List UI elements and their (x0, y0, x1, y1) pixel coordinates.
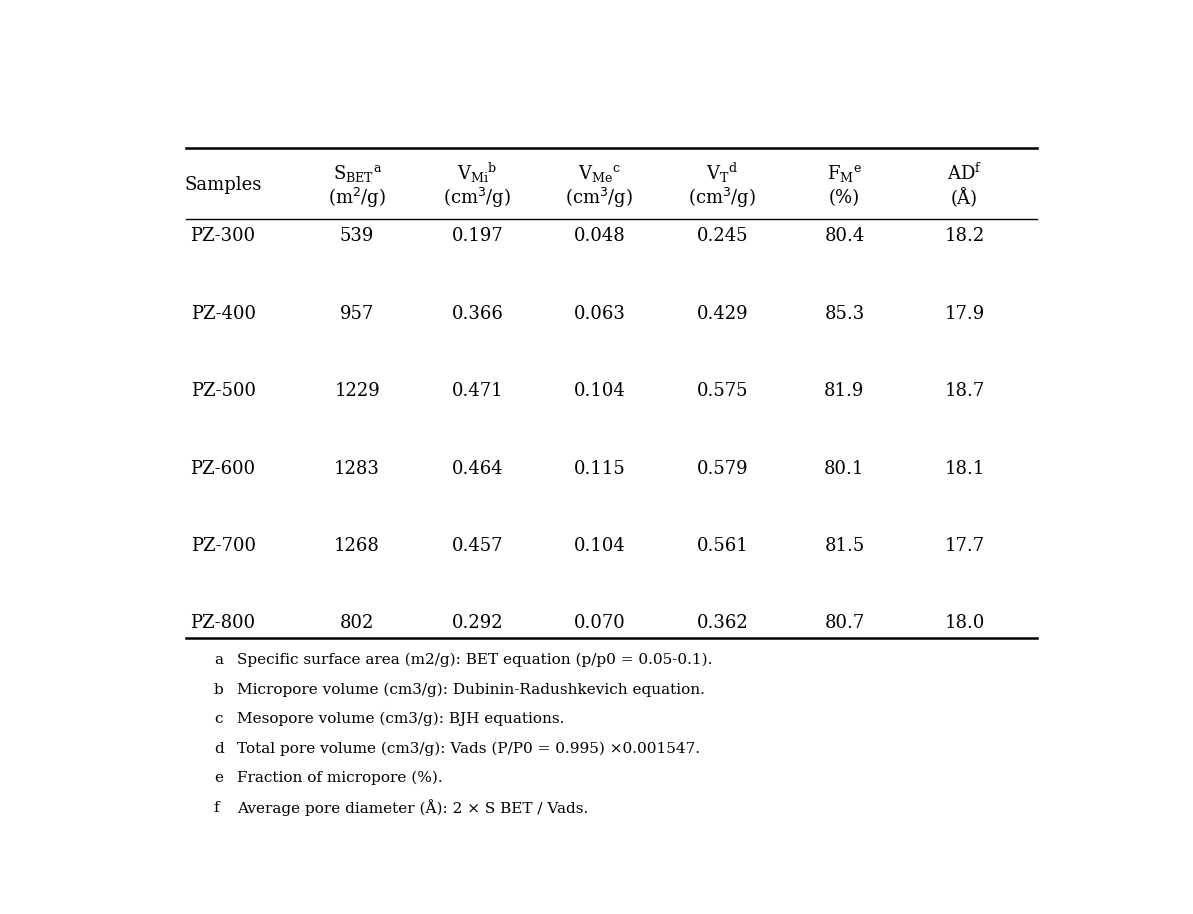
Text: (cm$^{3}$/g): (cm$^{3}$/g) (688, 186, 756, 209)
Text: V$_{\mathregular{T}}$$^{\mathregular{d}}$: V$_{\mathregular{T}}$$^{\mathregular{d}}… (706, 161, 738, 186)
Text: S$_{\mathregular{BET}}$$^{\mathregular{a}}$: S$_{\mathregular{BET}}$$^{\mathregular{a… (333, 163, 382, 184)
Text: 0.471: 0.471 (451, 382, 503, 400)
Text: 0.457: 0.457 (452, 537, 503, 555)
Text: Average pore diameter (Å): 2 × S BET / Vads.: Average pore diameter (Å): 2 × S BET / V… (237, 800, 588, 816)
Text: 0.070: 0.070 (574, 614, 625, 632)
Text: 0.362: 0.362 (697, 614, 748, 632)
Text: PZ-300: PZ-300 (191, 228, 255, 245)
Text: 0.197: 0.197 (451, 228, 503, 245)
Text: (cm$^{3}$/g): (cm$^{3}$/g) (565, 186, 633, 209)
Text: Fraction of micropore (%).: Fraction of micropore (%). (237, 771, 443, 785)
Text: PZ-600: PZ-600 (191, 460, 255, 478)
Text: 18.0: 18.0 (945, 614, 984, 632)
Text: Samples: Samples (185, 176, 261, 195)
Text: d: d (214, 742, 223, 756)
Text: 0.366: 0.366 (451, 304, 503, 323)
Text: 17.7: 17.7 (945, 537, 984, 555)
Text: Total pore volume (cm3/g): Vads (P/P0 = 0.995) ×0.001547.: Total pore volume (cm3/g): Vads (P/P0 = … (237, 741, 700, 756)
Text: 18.1: 18.1 (945, 460, 984, 478)
Text: 85.3: 85.3 (824, 304, 865, 323)
Text: (m$^{2}$/g): (m$^{2}$/g) (328, 186, 387, 209)
Text: 81.9: 81.9 (824, 382, 865, 400)
Text: 81.5: 81.5 (824, 537, 865, 555)
Text: 0.115: 0.115 (574, 460, 625, 478)
Text: PZ-400: PZ-400 (191, 304, 255, 323)
Text: 0.245: 0.245 (697, 228, 748, 245)
Text: 957: 957 (340, 304, 375, 323)
Text: 0.104: 0.104 (574, 537, 625, 555)
Text: f: f (214, 801, 220, 814)
Text: Specific surface area (m2/g): BET equation (p/p0 = 0.05-0.1).: Specific surface area (m2/g): BET equati… (237, 653, 712, 667)
Text: 0.579: 0.579 (697, 460, 748, 478)
Text: 0.575: 0.575 (697, 382, 748, 400)
Text: 0.292: 0.292 (451, 614, 503, 632)
Text: 17.9: 17.9 (945, 304, 984, 323)
Text: 1268: 1268 (334, 537, 381, 555)
Text: V$_{\mathregular{Mi}}$$^{\mathregular{b}}$: V$_{\mathregular{Mi}}$$^{\mathregular{b}… (457, 161, 497, 186)
Text: (Å): (Å) (951, 187, 978, 207)
Text: a: a (214, 653, 223, 667)
Text: PZ-700: PZ-700 (191, 537, 255, 555)
Text: Micropore volume (cm3/g): Dubinin-Radushkevich equation.: Micropore volume (cm3/g): Dubinin-Radush… (237, 683, 705, 696)
Text: 0.048: 0.048 (574, 228, 625, 245)
Text: 0.104: 0.104 (574, 382, 625, 400)
Text: c: c (214, 712, 222, 726)
Text: 80.4: 80.4 (824, 228, 865, 245)
Text: 80.7: 80.7 (824, 614, 865, 632)
Text: 18.7: 18.7 (945, 382, 984, 400)
Text: 0.464: 0.464 (451, 460, 503, 478)
Text: (cm$^{3}$/g): (cm$^{3}$/g) (444, 186, 512, 209)
Text: 802: 802 (340, 614, 375, 632)
Text: 0.429: 0.429 (697, 304, 748, 323)
Text: 1229: 1229 (334, 382, 381, 400)
Text: 539: 539 (340, 228, 375, 245)
Text: 80.1: 80.1 (824, 460, 865, 478)
Text: AD$^{\mathregular{f}}$: AD$^{\mathregular{f}}$ (947, 163, 982, 184)
Text: b: b (214, 683, 223, 696)
Text: 0.063: 0.063 (574, 304, 625, 323)
Text: Mesopore volume (cm3/g): BJH equations.: Mesopore volume (cm3/g): BJH equations. (237, 712, 564, 727)
Text: 0.561: 0.561 (697, 537, 748, 555)
Text: (%): (%) (829, 188, 860, 207)
Text: PZ-800: PZ-800 (191, 614, 255, 632)
Text: 1283: 1283 (334, 460, 381, 478)
Text: e: e (214, 771, 223, 785)
Text: PZ-500: PZ-500 (191, 382, 255, 400)
Text: V$_{\mathregular{Me}}$$^{\mathregular{c}}$: V$_{\mathregular{Me}}$$^{\mathregular{c}… (577, 163, 620, 184)
Text: 18.2: 18.2 (945, 228, 984, 245)
Text: F$_{\mathregular{M}}$$^{\mathregular{e}}$: F$_{\mathregular{M}}$$^{\mathregular{e}}… (827, 163, 861, 184)
